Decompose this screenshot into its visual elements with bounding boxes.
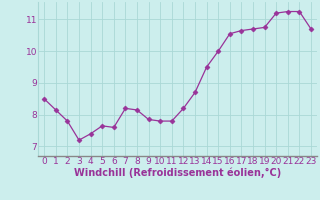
X-axis label: Windchill (Refroidissement éolien,°C): Windchill (Refroidissement éolien,°C) <box>74 168 281 178</box>
